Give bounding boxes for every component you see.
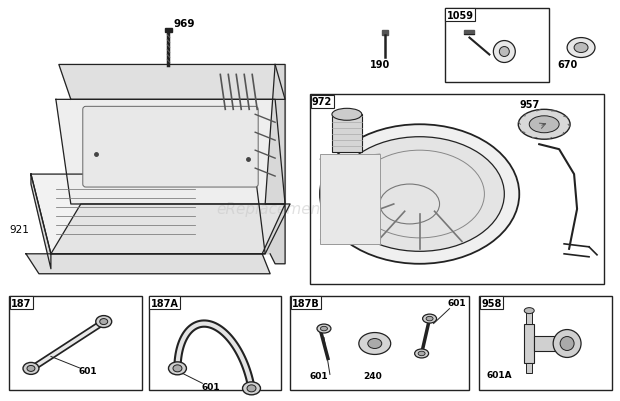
Text: 958: 958 — [481, 298, 502, 308]
Bar — [382, 30, 388, 35]
Text: 921: 921 — [9, 224, 29, 234]
Polygon shape — [26, 254, 270, 274]
Circle shape — [560, 337, 574, 350]
Text: 190: 190 — [370, 60, 390, 70]
Ellipse shape — [173, 365, 182, 372]
Ellipse shape — [320, 125, 520, 264]
Bar — [526, 364, 532, 373]
Ellipse shape — [574, 43, 588, 53]
Ellipse shape — [27, 366, 35, 371]
Ellipse shape — [518, 110, 570, 140]
Polygon shape — [31, 175, 265, 254]
Polygon shape — [59, 65, 285, 100]
Ellipse shape — [335, 138, 504, 252]
Text: 670: 670 — [557, 60, 577, 70]
FancyBboxPatch shape — [83, 107, 258, 188]
Ellipse shape — [426, 316, 433, 321]
Bar — [445, 9, 549, 83]
Text: 601A: 601A — [486, 371, 512, 379]
Bar — [320, 155, 380, 244]
Text: 187B: 187B — [292, 298, 320, 308]
Ellipse shape — [418, 351, 425, 356]
Polygon shape — [262, 205, 285, 264]
Bar — [534, 336, 564, 352]
Ellipse shape — [95, 316, 112, 328]
Circle shape — [553, 330, 581, 358]
Bar — [332, 115, 362, 153]
Circle shape — [499, 47, 509, 57]
Ellipse shape — [525, 308, 534, 314]
Ellipse shape — [169, 362, 187, 375]
Polygon shape — [31, 175, 51, 269]
Ellipse shape — [368, 339, 382, 348]
Ellipse shape — [317, 324, 331, 333]
Ellipse shape — [321, 326, 327, 331]
Polygon shape — [56, 100, 285, 205]
Text: 240: 240 — [363, 371, 381, 381]
Ellipse shape — [332, 109, 362, 121]
Text: eReplacementParts.com: eReplacementParts.com — [216, 202, 404, 217]
Text: 972: 972 — [312, 97, 332, 107]
Ellipse shape — [423, 314, 436, 323]
Bar — [479, 296, 612, 390]
Ellipse shape — [247, 385, 256, 392]
Bar — [464, 30, 474, 34]
Bar — [290, 296, 469, 390]
Text: 601: 601 — [202, 382, 220, 391]
Ellipse shape — [242, 382, 260, 395]
Ellipse shape — [359, 333, 391, 354]
Text: 957: 957 — [520, 100, 539, 110]
Ellipse shape — [567, 38, 595, 59]
Text: 601: 601 — [448, 298, 466, 307]
Bar — [526, 312, 532, 324]
Text: 601: 601 — [310, 371, 329, 381]
Ellipse shape — [23, 363, 39, 375]
Polygon shape — [265, 65, 285, 205]
Circle shape — [494, 41, 515, 63]
Text: 969: 969 — [174, 18, 195, 28]
Ellipse shape — [529, 117, 559, 134]
Text: 187: 187 — [11, 298, 32, 308]
Bar — [310, 95, 604, 284]
Bar — [149, 296, 281, 390]
Text: 601: 601 — [79, 367, 97, 375]
Bar — [525, 324, 534, 364]
Text: 1059: 1059 — [446, 11, 474, 20]
Ellipse shape — [100, 319, 108, 325]
Ellipse shape — [415, 349, 428, 358]
Bar — [164, 28, 172, 32]
Polygon shape — [51, 205, 290, 254]
Bar — [9, 296, 141, 390]
Text: 187A: 187A — [151, 298, 179, 308]
